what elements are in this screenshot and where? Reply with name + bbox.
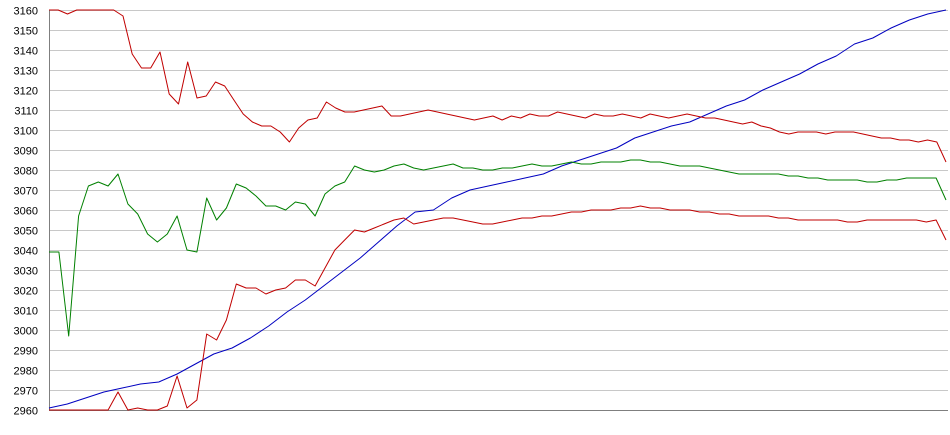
gridlines <box>49 10 948 411</box>
y-tick-label: 3120 <box>14 86 38 98</box>
y-tick-label: 3000 <box>14 326 38 338</box>
y-tick-label: 3070 <box>14 186 38 198</box>
y-tick-label: 3140 <box>14 46 38 58</box>
y-tick-label: 3020 <box>14 286 38 298</box>
y-tick-label: 3030 <box>14 266 38 278</box>
y-tick-label: 3060 <box>14 206 38 218</box>
y-tick-label: 2990 <box>14 346 38 358</box>
y-tick-label: 3010 <box>14 306 38 318</box>
y-tick-label: 3090 <box>14 146 38 158</box>
series-line-3 <box>49 159 947 337</box>
y-tick-label: 2980 <box>14 366 38 378</box>
y-tick-label: 3080 <box>14 166 38 178</box>
y-tick-label: 3040 <box>14 246 38 258</box>
y-axis-tick-labels: 3160 3150 3140 3130 3120 3110 3100 3090 3080 3070… <box>14 6 38 418</box>
y-tick-label: 3150 <box>14 26 38 38</box>
y-tick-label: 3110 <box>14 106 38 118</box>
series-lines <box>48 9 947 411</box>
y-tick-label: 2970 <box>14 386 38 398</box>
y-tick-label: 3160 <box>14 6 38 18</box>
series-line-2 <box>49 9 947 163</box>
y-tick-label: 2960 <box>14 406 38 418</box>
y-tick-label: 3100 <box>14 126 38 138</box>
y-tick-label: 3130 <box>14 66 38 78</box>
series-line-4 <box>49 205 947 411</box>
y-tick-label: 3050 <box>14 226 38 238</box>
axes <box>49 10 948 411</box>
series-line-1 <box>48 9 947 409</box>
